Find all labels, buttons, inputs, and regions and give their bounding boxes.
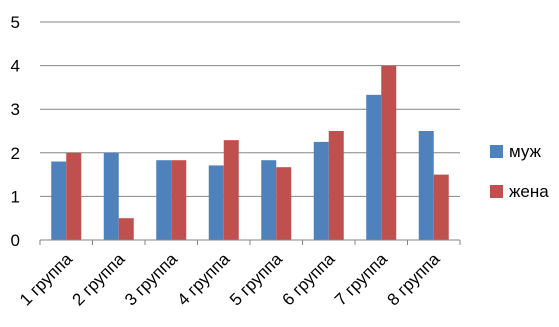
bar-series1: [156, 160, 172, 240]
y-tick-label: 3: [11, 100, 20, 119]
bar-series2: [381, 65, 397, 240]
bar-series1: [103, 152, 119, 240]
y-tick-label: 0: [11, 231, 20, 250]
bar-series2: [276, 167, 292, 240]
bar-series1: [51, 161, 67, 240]
bar-series2: [328, 131, 344, 240]
bars: [39, 65, 461, 245]
x-tick-label: 6 группа: [278, 249, 338, 309]
bar-series1: [261, 160, 277, 240]
bar-series2: [171, 160, 187, 240]
x-tick-label: 4 группа: [173, 249, 233, 309]
bar-series2: [433, 174, 449, 240]
legend-swatch: [490, 145, 503, 158]
y-tick-label: 5: [11, 13, 20, 32]
legend: муж жена: [490, 142, 549, 201]
bar-series1: [208, 165, 224, 240]
x-tick-label: 8 группа: [383, 249, 443, 309]
bar-series1: [418, 131, 434, 240]
x-tick-label: 2 группа: [68, 249, 128, 309]
bar-series2: [118, 218, 134, 240]
legend-label: муж: [509, 142, 542, 161]
x-tick-label: 1 группа: [16, 249, 76, 309]
y-tick-label: 1: [11, 187, 20, 206]
bar-series2: [66, 152, 82, 240]
bar-series2: [223, 140, 239, 240]
x-tick-label: 3 группа: [121, 249, 181, 309]
legend-swatch: [490, 185, 503, 198]
bar-series1: [313, 141, 329, 240]
bar-series1: [366, 94, 382, 240]
y-axis-tick-labels: 0 1 2 3 4 5: [11, 13, 20, 250]
x-tick-label: 7 группа: [331, 249, 391, 309]
x-tick-label: 5 группа: [226, 249, 286, 309]
y-tick-label: 2: [11, 144, 20, 163]
y-tick-label: 4: [11, 57, 20, 76]
legend-label: жена: [509, 182, 549, 201]
gridlines: [40, 21, 460, 197]
